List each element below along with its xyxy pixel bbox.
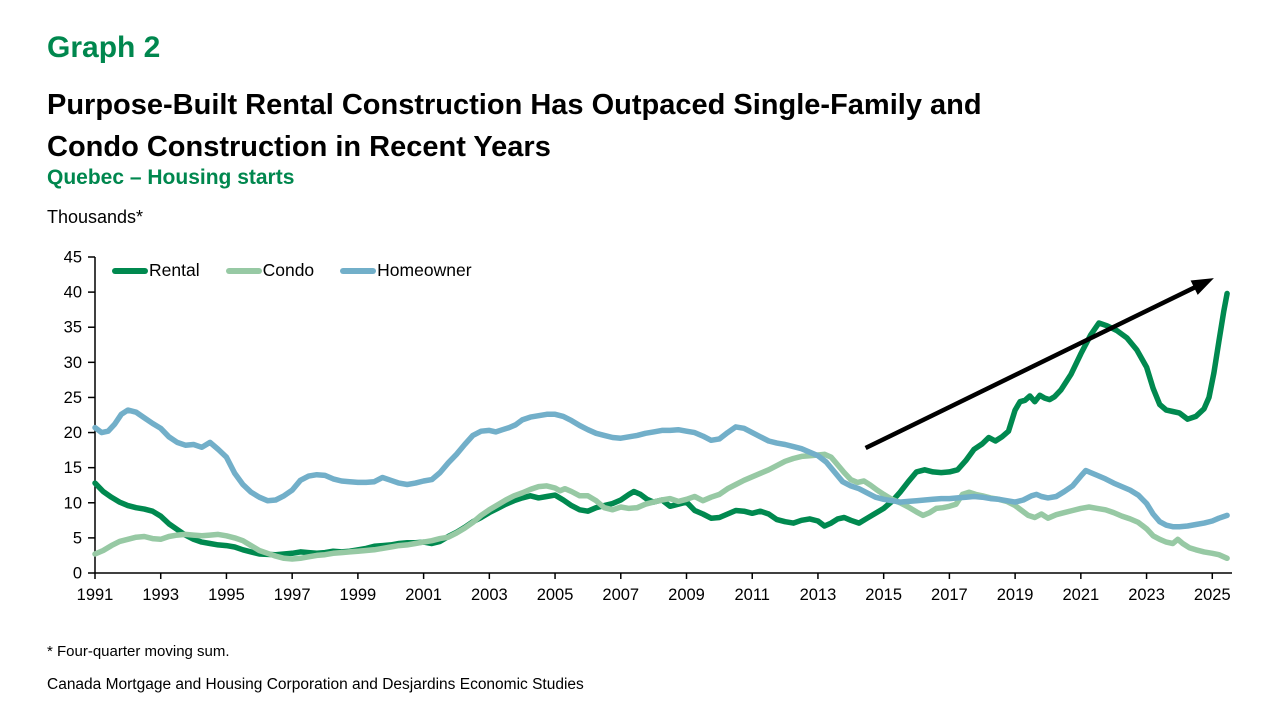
- condo-line-swatch: [225, 267, 262, 274]
- x-axis-tick-label: 1999: [340, 586, 377, 604]
- chart-legend: Rental Condo Homeowner: [112, 260, 472, 281]
- y-axis-tick-label: 15: [64, 459, 82, 477]
- x-axis-tick-label: 2017: [931, 586, 968, 604]
- legend-label-rental: Rental: [149, 260, 200, 280]
- rental-series-line: [92, 290, 1230, 558]
- x-axis-tick-label: 2009: [668, 586, 705, 604]
- x-axis-tick-label: 2005: [537, 586, 574, 604]
- y-axis-unit-label: Thousands*: [47, 207, 144, 227]
- title-line-2: Condo Construction in Recent Years: [47, 131, 551, 164]
- graph-number-label: Graph 2: [47, 31, 161, 64]
- y-axis-tick-label: 30: [64, 354, 82, 372]
- y-axis-tick-label: 0: [73, 565, 82, 583]
- page-title: Purpose-Built Rental Construction Has Ou…: [47, 84, 982, 168]
- x-axis-tick-label: 1991: [77, 586, 114, 604]
- trend-arrow-shaft: [864, 283, 1199, 451]
- y-axis-tick-label: 10: [64, 494, 82, 512]
- rental-line-swatch: [112, 267, 148, 274]
- homeowner-line-swatch: [340, 267, 377, 274]
- trend-arrow-head: [1190, 278, 1214, 295]
- y-axis-tick-label: 5: [73, 529, 82, 547]
- x-axis-tick-label: 1997: [274, 586, 311, 604]
- homeowner-series-line: [92, 407, 1230, 530]
- x-axis-tick-label: 2003: [471, 586, 508, 604]
- x-axis-tick-label: 1995: [208, 586, 245, 604]
- legend-item-homeowner: Homeowner: [340, 260, 472, 281]
- y-axis-tick-label: 25: [64, 389, 82, 407]
- chart-subtitle: Quebec – Housing starts: [47, 166, 295, 189]
- y-axis-tick-label: 35: [64, 319, 82, 337]
- x-axis-tick-label: 2011: [734, 586, 769, 604]
- legend-item-condo: Condo: [225, 260, 315, 281]
- source-line: Canada Mortgage and Housing Corporation …: [47, 676, 584, 693]
- x-axis-tick-label: 2021: [1062, 586, 1099, 604]
- legend-label-condo: Condo: [262, 260, 315, 280]
- x-axis-tick-label: 2019: [997, 586, 1034, 604]
- x-axis-tick-label: 2023: [1128, 586, 1165, 604]
- x-axis-tick-label: 1993: [142, 586, 179, 604]
- y-axis-tick-label: 45: [64, 249, 82, 267]
- y-axis-tick-label: 20: [64, 424, 82, 442]
- legend-label-homeowner: Homeowner: [377, 260, 472, 280]
- x-axis-tick-label: 2007: [602, 586, 639, 604]
- x-axis-tick-label: 2015: [865, 586, 902, 604]
- legend-item-rental: Rental: [112, 260, 200, 281]
- footnote: * Four-quarter moving sum.: [47, 643, 230, 660]
- x-axis-tick-label: 2013: [800, 586, 837, 604]
- y-axis-tick-label: 40: [64, 284, 82, 302]
- x-axis-tick-label: 2025: [1194, 586, 1231, 604]
- condo-series-line: [92, 451, 1230, 562]
- x-axis-tick-label: 2001: [405, 586, 442, 604]
- title-line-1: Purpose-Built Rental Construction Has Ou…: [47, 89, 982, 121]
